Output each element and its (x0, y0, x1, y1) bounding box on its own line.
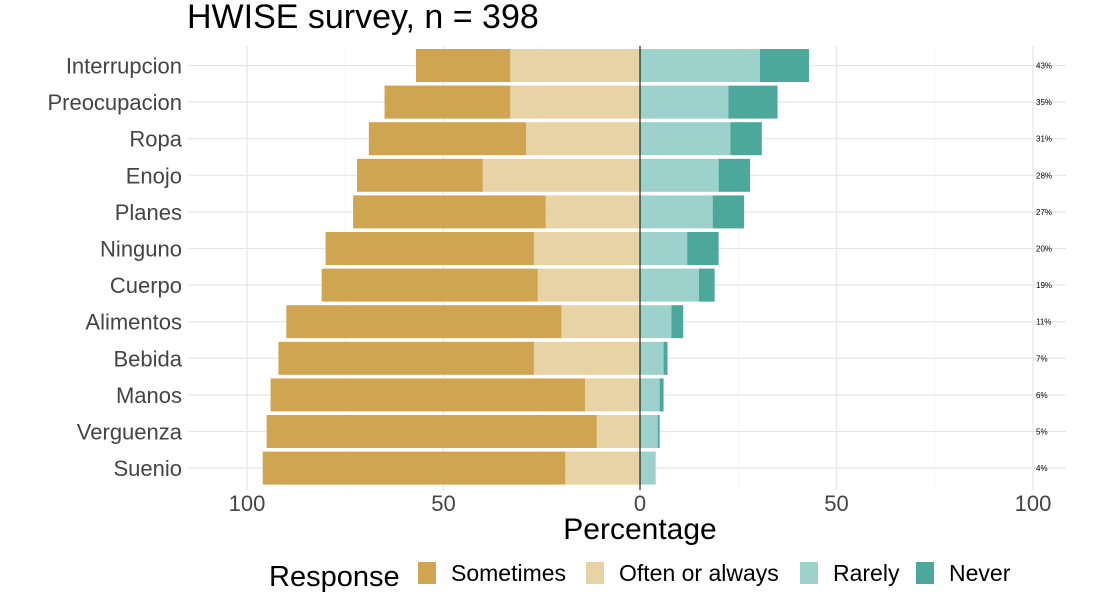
bar-often-or-always (561, 305, 640, 339)
percent-label: 28% (1036, 171, 1052, 180)
legend-swatch (916, 562, 934, 584)
percent-label: 31% (1036, 135, 1052, 144)
percent-label: 43% (1036, 62, 1052, 71)
bar-sometimes (270, 378, 585, 412)
bar-often-or-always (533, 232, 640, 265)
bar-rarely (640, 378, 660, 412)
bar-often-or-always (537, 268, 640, 302)
bar-often-or-always (510, 49, 640, 82)
percent-label: 20% (1036, 245, 1052, 254)
bar-never (663, 341, 668, 375)
bar-sometimes (357, 158, 483, 192)
legend-swatch (418, 562, 436, 584)
bar-rarely (640, 305, 672, 339)
legend-label: Rarely (833, 560, 900, 586)
category-label: Bebida (113, 346, 182, 371)
x-tick-label: 100 (1015, 491, 1052, 516)
legend-label: Often or always (619, 560, 779, 586)
bar-sometimes (278, 341, 534, 375)
bar-rarely (640, 341, 664, 375)
category-label: Ropa (129, 127, 182, 152)
legend-label: Never (949, 560, 1011, 586)
bar-often-or-always (565, 451, 640, 485)
legend-swatch (800, 562, 818, 584)
legend-swatch (586, 562, 604, 584)
bar-rarely (640, 158, 719, 192)
legend-label: Sometimes (451, 560, 566, 586)
bar-rarely (640, 451, 656, 485)
legend-title: Response (269, 561, 400, 593)
category-label: Ninguno (100, 237, 182, 262)
bar-often-or-always (533, 341, 640, 375)
bar-often-or-always (545, 195, 640, 229)
bar-sometimes (368, 122, 527, 156)
category-label: Enojo (126, 163, 182, 188)
bar-never (687, 232, 719, 265)
x-tick-label: 50 (824, 491, 848, 516)
legend: Response Sometimes Often or always Rarely Ne… (269, 560, 1011, 593)
percent-label: 19% (1036, 281, 1052, 290)
x-tick-label: 0 (634, 491, 646, 516)
category-label: Manos (116, 383, 182, 408)
bar-often-or-always (596, 415, 640, 448)
bar-sometimes (415, 49, 511, 82)
bar-never (718, 158, 751, 192)
bar-sometimes (353, 195, 546, 229)
bar-sometimes (262, 451, 566, 485)
bar-sometimes (321, 268, 538, 302)
x-tick-labels: 100 50 0 50 100 (229, 491, 1052, 516)
bar-rarely (640, 85, 729, 119)
bar-never (759, 49, 809, 82)
bar-never (659, 378, 664, 412)
bar-rarely (640, 268, 699, 302)
percent-label: 6% (1036, 391, 1048, 400)
category-label: Interrupcion (66, 54, 182, 79)
bar-rarely (640, 122, 731, 156)
category-label: Preocupacion (47, 90, 182, 115)
category-label: Planes (115, 200, 182, 225)
bar-never (712, 195, 745, 229)
category-labels: Interrupcion Preocupacion Ropa Enojo Planes N… (47, 54, 182, 482)
bar-rarely (640, 195, 713, 229)
bar-sometimes (266, 415, 597, 448)
bar-rarely (640, 49, 760, 82)
chart-title: HWISE survey, n = 398 (187, 0, 539, 36)
percent-label: 27% (1036, 208, 1052, 217)
percent-label: 35% (1036, 98, 1052, 107)
bar-never (698, 268, 715, 302)
bar-sometimes (384, 85, 511, 119)
percent-label: 11% (1036, 318, 1051, 327)
bar-rarely (640, 415, 658, 448)
bar-rarely (640, 232, 688, 265)
bar-never (730, 122, 762, 156)
bar-often-or-always (482, 158, 640, 192)
right-percent-labels: 43% 35% 31% 28% 27% 20% 19% 11% 7% 6% 5% 4% (1036, 62, 1052, 474)
category-label: Verguenza (77, 420, 183, 445)
percent-label: 4% (1036, 464, 1048, 473)
x-tick-label: 100 (229, 491, 266, 516)
category-label: Suenio (113, 456, 182, 481)
bar-often-or-always (510, 85, 640, 119)
category-label: Alimentos (85, 310, 182, 335)
bar-sometimes (325, 232, 534, 265)
bar-never (728, 85, 778, 119)
category-label: Cuerpo (110, 273, 182, 298)
x-axis-title: Percentage (563, 513, 716, 546)
bar-sometimes (286, 305, 562, 339)
percent-label: 5% (1036, 428, 1048, 437)
bar-never (671, 305, 684, 339)
x-tick-label: 50 (431, 491, 455, 516)
bar-often-or-always (526, 122, 640, 156)
bars (262, 46, 809, 490)
bar-often-or-always (584, 378, 640, 412)
bar-never (657, 415, 660, 448)
percent-label: 7% (1036, 354, 1048, 363)
